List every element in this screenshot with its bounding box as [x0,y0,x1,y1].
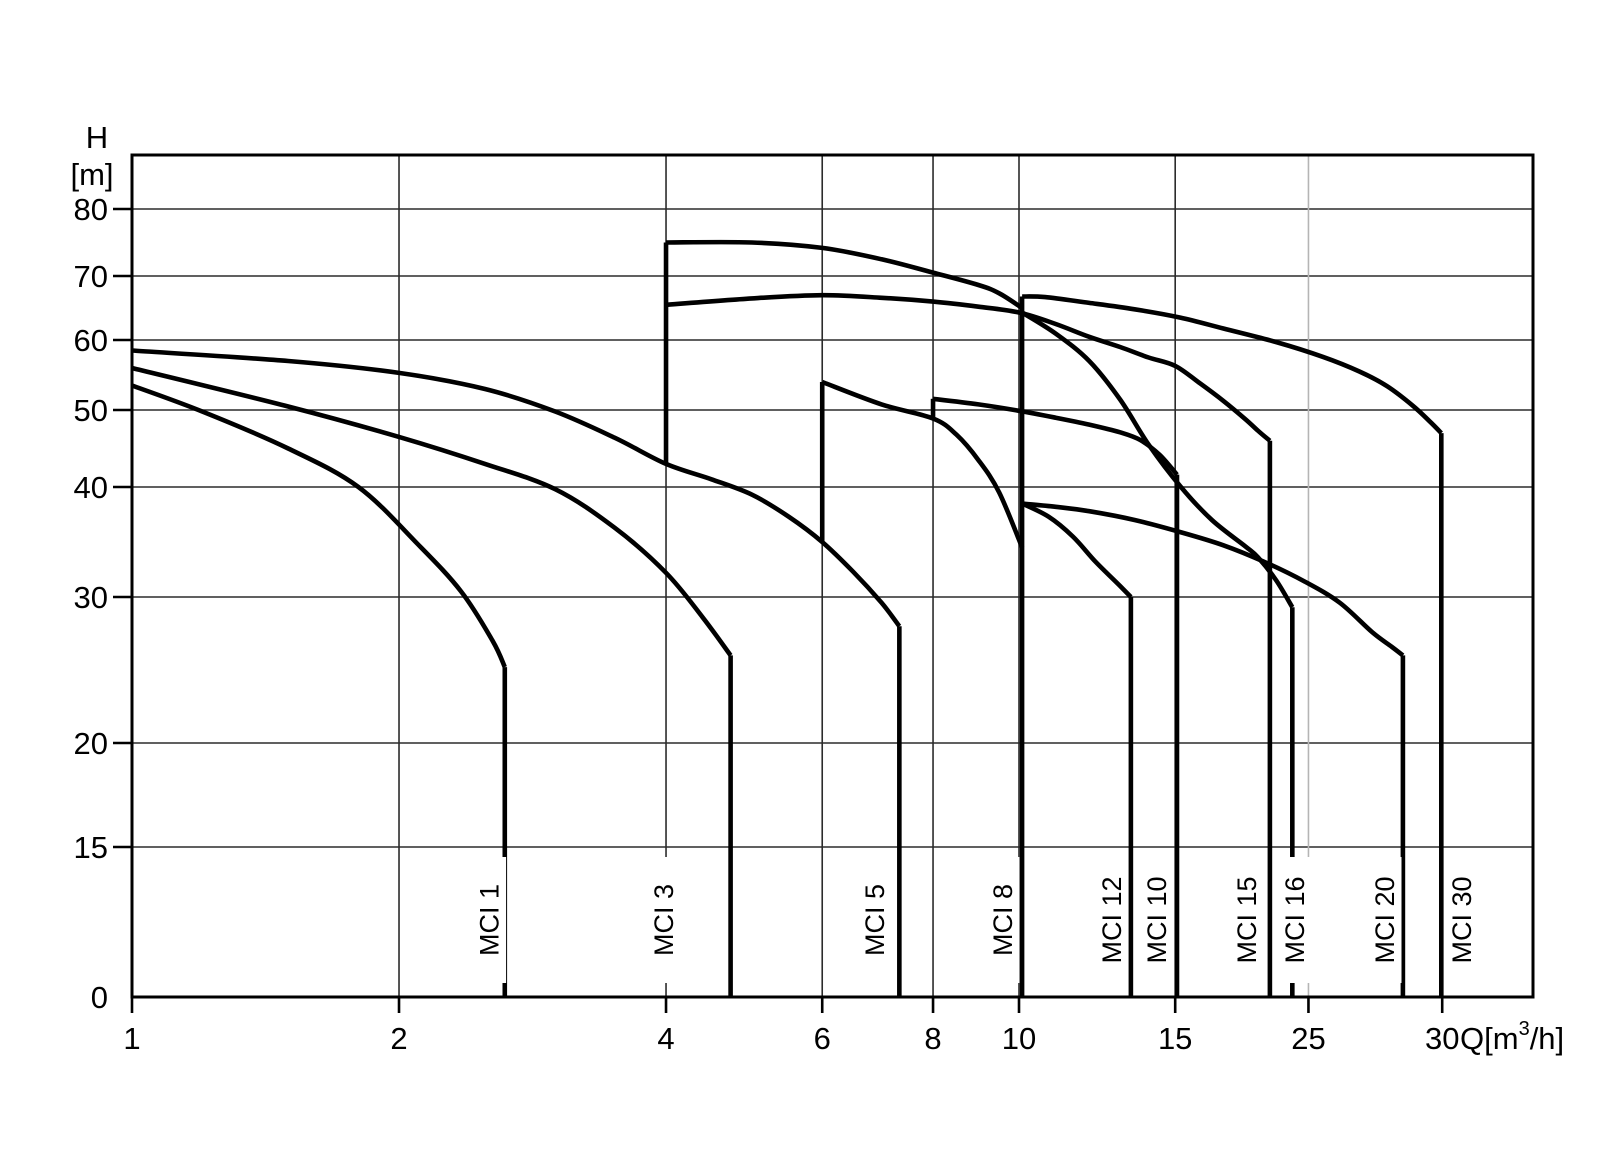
series-label-text-mci-3: MCI 3 [649,884,679,956]
y-tick-label-20: 20 [74,726,108,761]
x-tick-label-6: 6 [814,1021,831,1056]
pump-curves [131,239,1444,997]
series-label-text-mci-16: MCI 16 [1280,876,1310,963]
y-tick-label-0: 0 [91,980,108,1015]
series-label-mci-10: MCI 10 [1140,857,1174,983]
curve-mci-12-part2 [1021,501,1133,599]
series-label-mci-16: MCI 16 [1278,857,1312,983]
series-label-bg-mci-10 [1140,857,1174,983]
series-label-bg-mci-8 [986,857,1020,983]
x-tick-label-4: 4 [657,1021,674,1056]
series-mci-8 [663,239,1025,997]
series-label-mci-20: MCI 20 [1368,857,1402,983]
series-labels: MCI 1 MCI 3 MCI 5 MCI 8 MCI 12 MCI 10 MCI 15 MC… [473,857,1479,983]
series-mci-12 [819,379,1134,997]
y-tick-label-15: 15 [74,830,108,865]
x-tick-label-8: 8 [924,1021,941,1056]
x-axis-title: Q[m3/h] [1460,1018,1564,1056]
series-label-bg-mci-15 [1230,857,1264,983]
series-label-text-mci-20: MCI 20 [1370,876,1400,963]
series-label-mci-1: MCI 1 [473,857,507,983]
y-tick-label-80: 80 [74,192,108,227]
x-tick-label-15: 15 [1158,1021,1192,1056]
series-label-bg-mci-16 [1278,857,1312,983]
curve-mci-15 [665,292,1272,443]
x-tick-label-30: 30 [1425,1021,1459,1056]
series-label-bg-mci-30 [1445,857,1479,983]
curve-mci-3 [131,365,733,657]
series-mci-3 [131,365,733,997]
series-label-bg-mci-1 [473,857,507,983]
curve-mci-30 [1022,294,1443,435]
x-tick-label-2: 2 [390,1021,407,1056]
series-label-mci-15: MCI 15 [1230,857,1264,983]
series-mci-20 [1021,501,1406,997]
series-label-mci-5: MCI 5 [858,857,892,983]
series-label-mci-30: MCI 30 [1445,857,1479,983]
series-label-mci-3: MCI 3 [647,857,681,983]
series-mci-15 [665,292,1273,997]
y-tick-label-30: 30 [74,580,108,615]
y-tick-label-70: 70 [74,259,108,294]
series-label-text-mci-15: MCI 15 [1232,876,1262,963]
y-axis-title-symbol: H [86,120,108,155]
series-label-text-mci-12: MCI 12 [1097,876,1127,963]
series-mci-30 [1019,294,1444,997]
y-tick-label-50: 50 [74,393,108,428]
curve-mci-12-part1 [821,379,1025,549]
y-tick-label-60: 60 [74,323,108,358]
series-label-text-mci-30: MCI 30 [1447,876,1477,963]
y-tick-label-40: 40 [74,470,108,505]
curve-mci-8 [665,239,1024,310]
series-label-text-mci-1: MCI 1 [475,884,505,956]
series-label-bg-mci-5 [858,857,892,983]
series-label-bg-mci-3 [647,857,681,983]
series-label-text-mci-8: MCI 8 [988,884,1018,956]
series-label-text-mci-5: MCI 5 [860,884,890,956]
x-tick-label-1: 1 [123,1021,140,1056]
x-tick-label-10: 10 [1002,1021,1036,1056]
curve-mci-20 [1021,501,1405,658]
x-tick-label-25: 25 [1291,1021,1325,1056]
series-label-text-mci-10: MCI 10 [1142,876,1172,963]
axis-labels: 0 15 20 30 40 50 60 70 80 1 2 4 6 8 10 15 25 30 H[m] Q[m3/h… [70,120,1564,1056]
plot-frame [130,153,1535,999]
y-axis-title-unit: [m] [70,157,113,192]
series-label-bg-mci-12 [1095,857,1129,983]
curve-mci-1 [131,383,507,669]
series-label-bg-mci-20 [1368,857,1402,983]
series-label-mci-12: MCI 12 [1095,857,1129,983]
series-label-mci-8: MCI 8 [986,857,1020,983]
